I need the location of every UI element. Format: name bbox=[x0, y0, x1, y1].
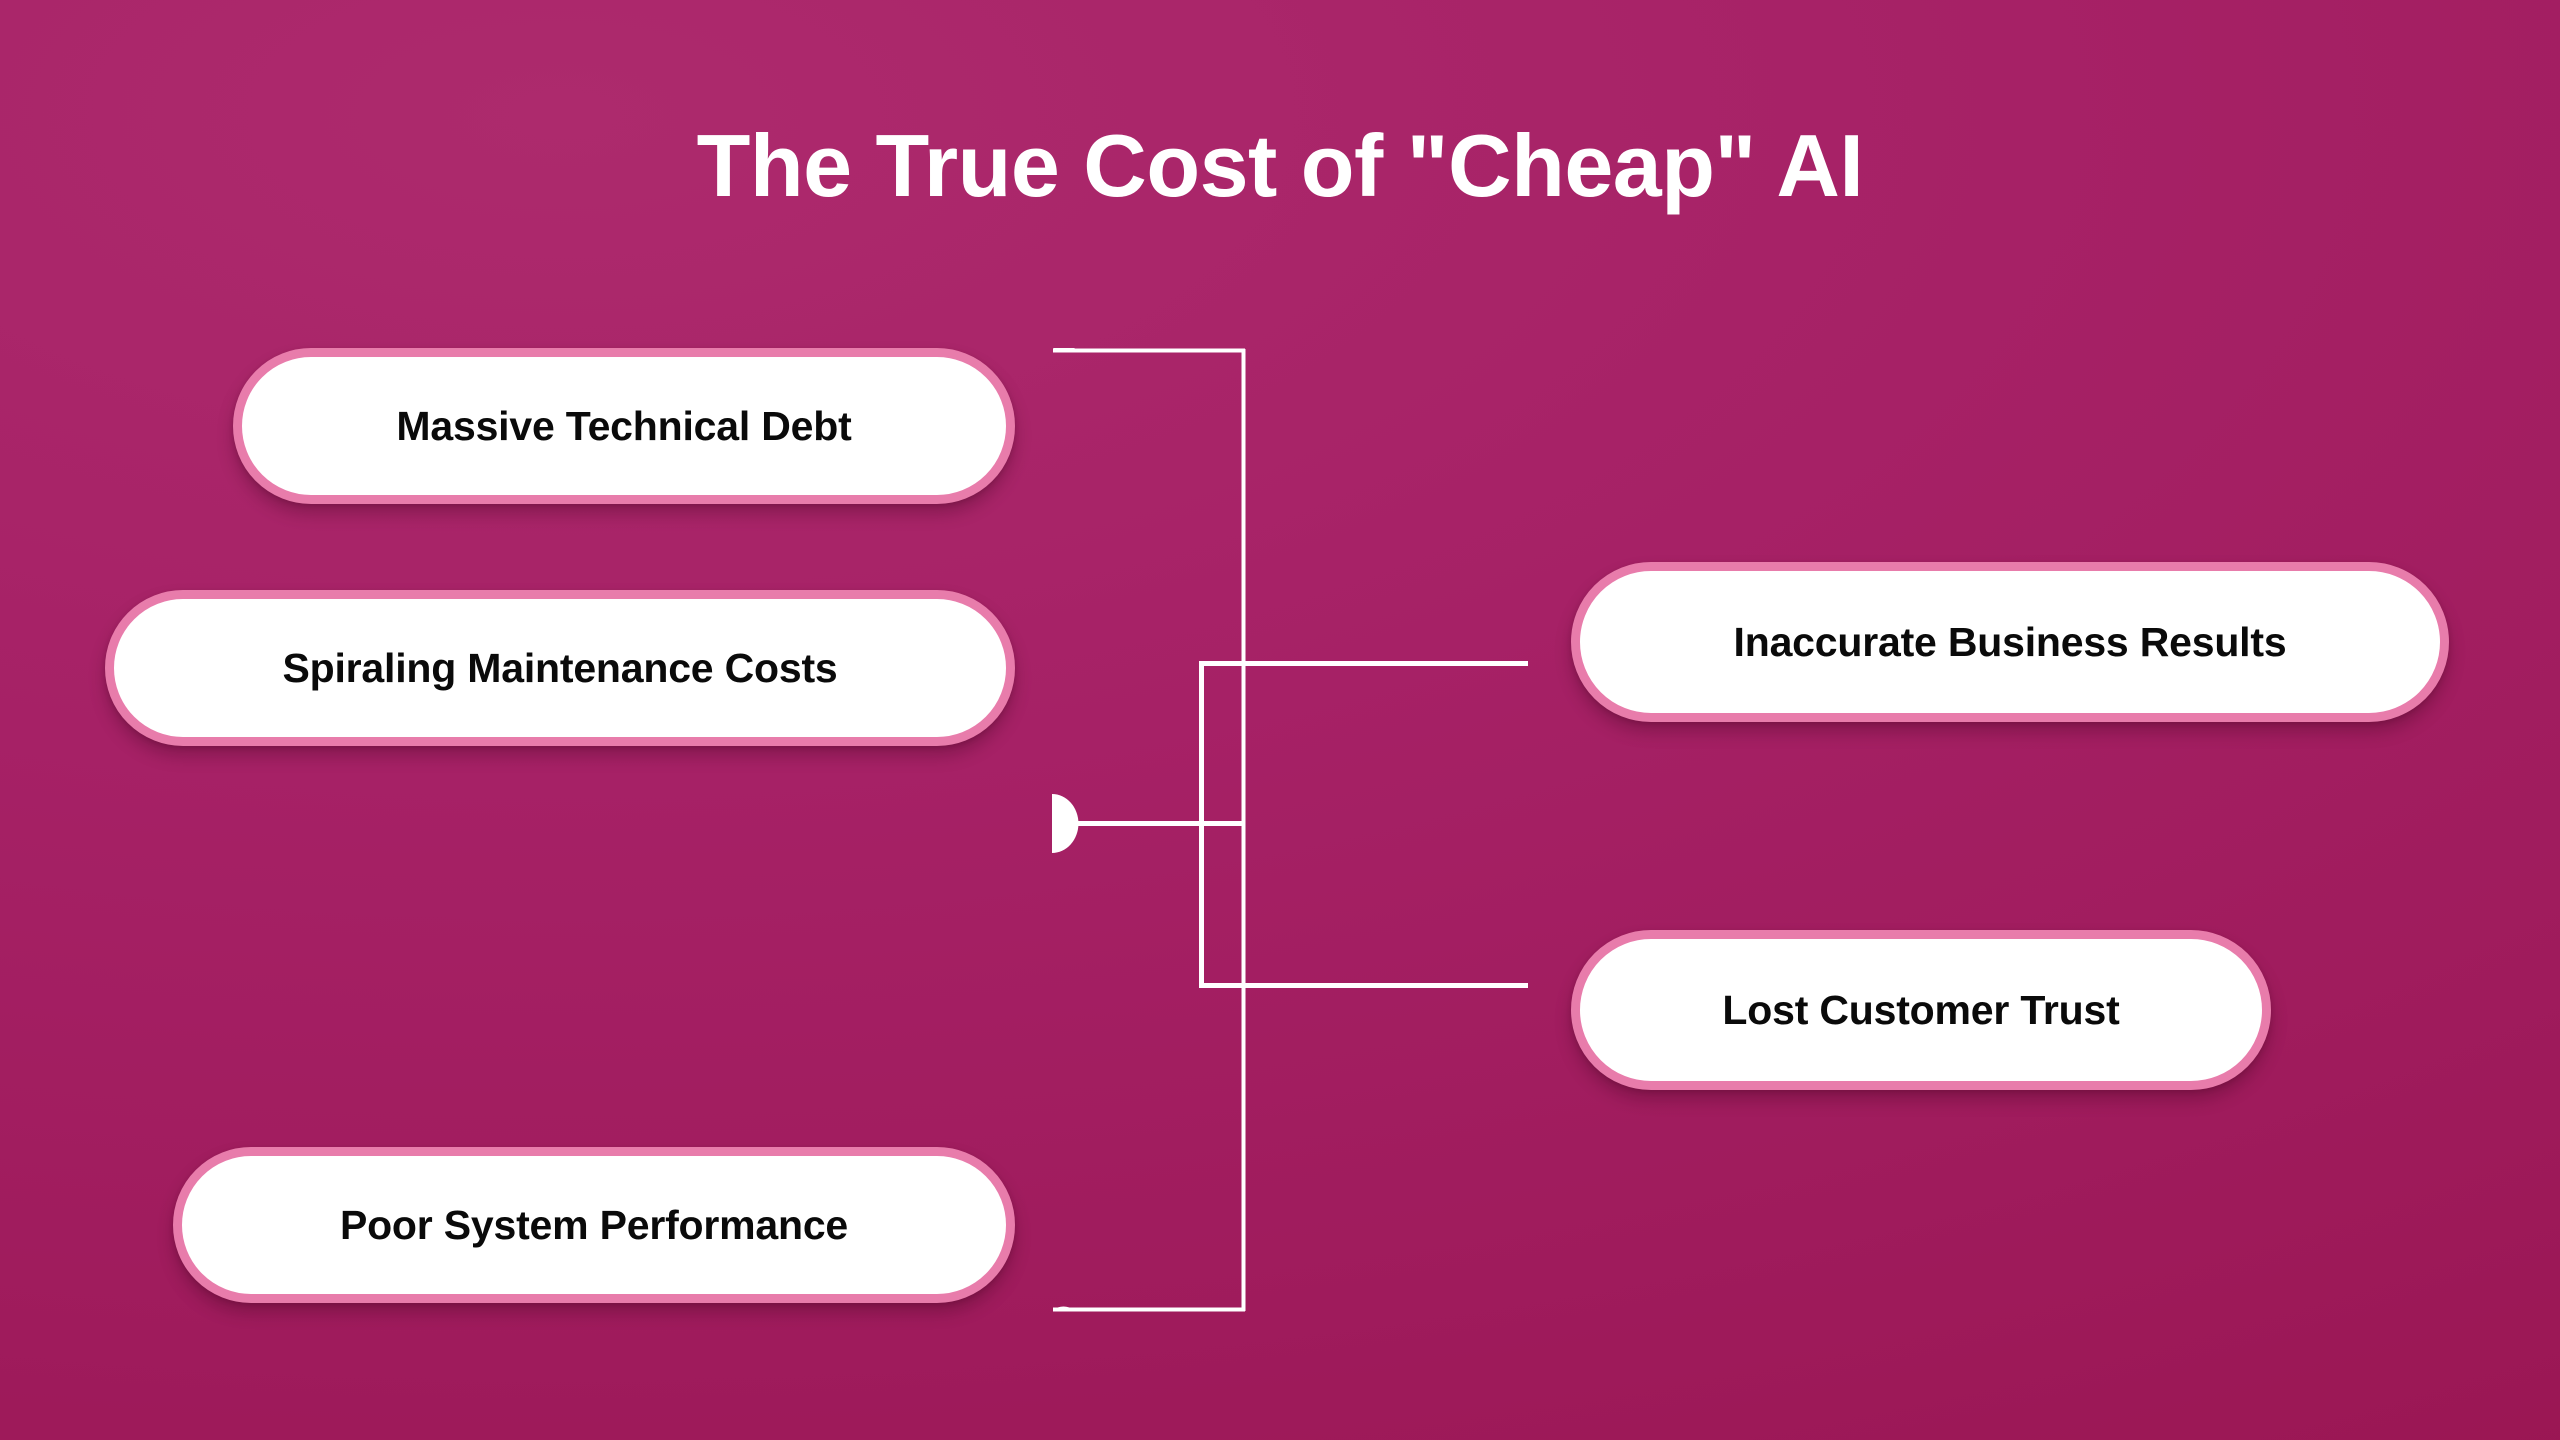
node-lost-customer-trust[interactable]: Lost Customer Trust bbox=[1571, 930, 2271, 1090]
node-label: Lost Customer Trust bbox=[1722, 986, 2120, 1033]
connector-marker-maintenance bbox=[1052, 794, 1079, 853]
node-poor-system-performance[interactable]: Poor System Performance bbox=[173, 1147, 1015, 1303]
node-label: Massive Technical Debt bbox=[396, 402, 852, 449]
connector-marker-tech-debt-disc bbox=[1053, 349, 1074, 353]
connector-marker-tech-debt bbox=[1053, 348, 1075, 352]
right-bracket-group bbox=[1199, 661, 1528, 988]
page-title: The True Cost of "Cheap" AI bbox=[696, 116, 1864, 215]
node-massive-technical-debt[interactable]: Massive Technical Debt bbox=[233, 348, 1015, 504]
node-label: Poor System Performance bbox=[339, 1201, 849, 1248]
node-label: Inaccurate Business Results bbox=[1733, 618, 2287, 665]
node-inaccurate-business-results[interactable]: Inaccurate Business Results bbox=[1571, 562, 2449, 722]
node-label: Spiraling Maintenance Costs bbox=[282, 644, 838, 691]
left-bracket-group bbox=[1052, 348, 1246, 1312]
node-spiraling-maintenance-costs[interactable]: Spiraling Maintenance Costs bbox=[105, 590, 1015, 746]
connector-marker-performance bbox=[1053, 1306, 1074, 1310]
